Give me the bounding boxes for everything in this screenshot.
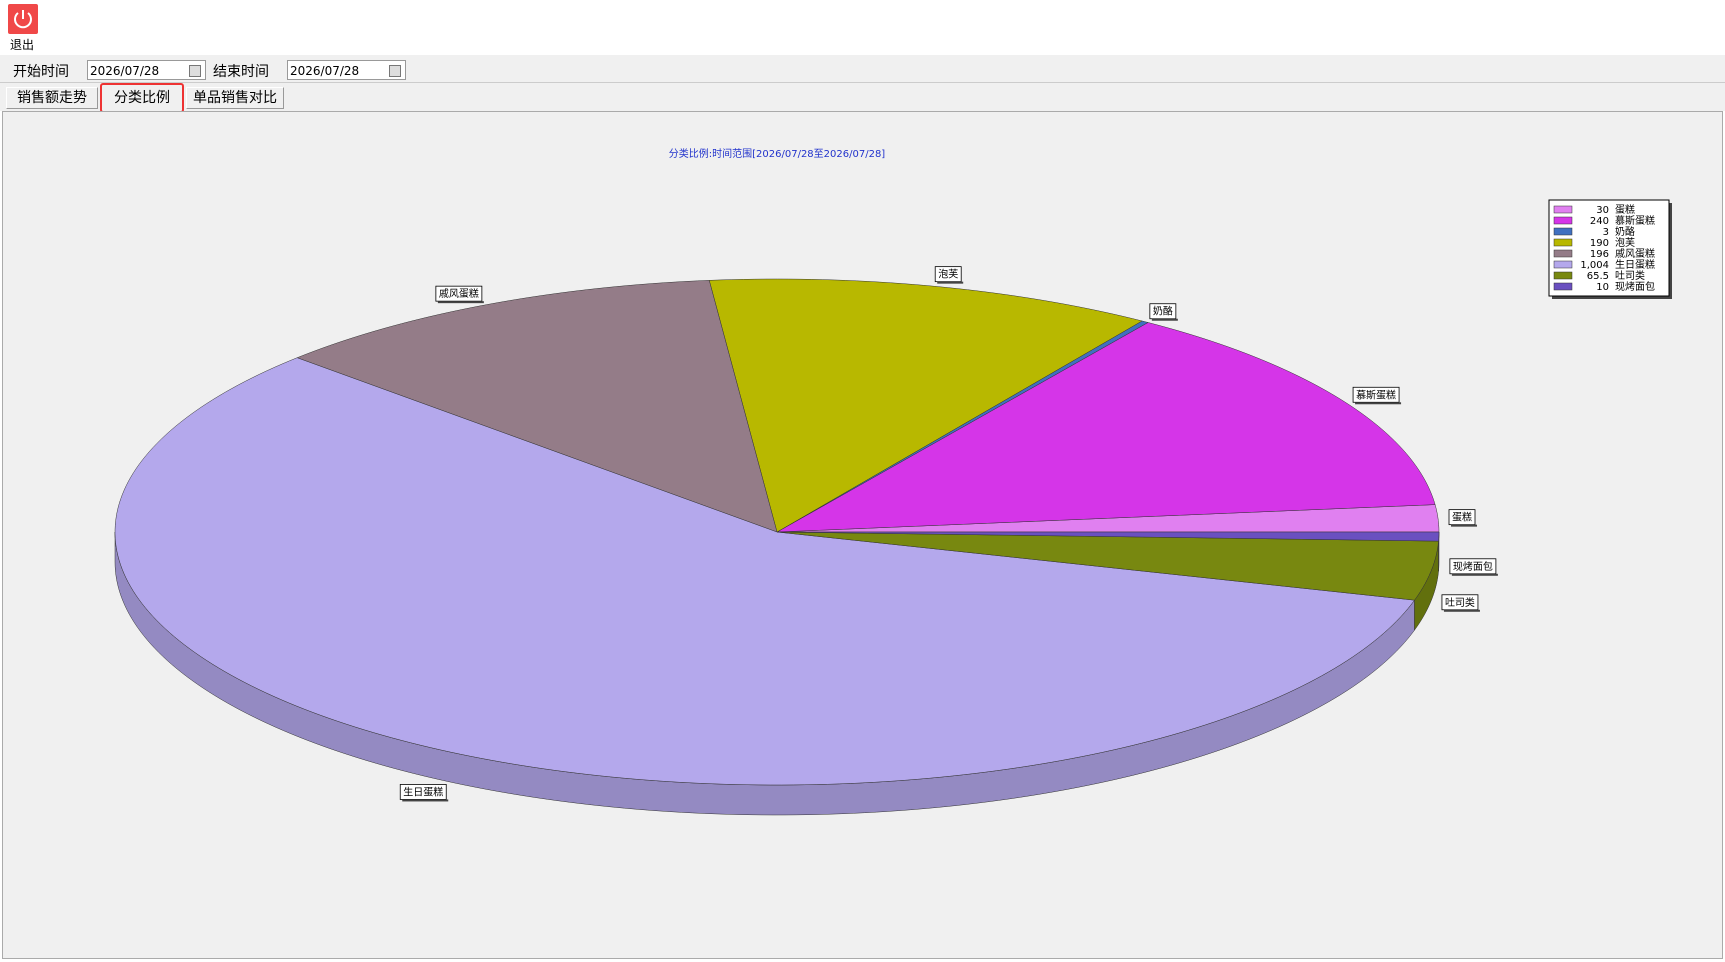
label-text: 戚风蛋糕 — [439, 287, 479, 300]
chart-panel: 分类比例:时间范围[2026/07/28至2026/07/28] 蛋糕慕斯蛋糕奶… — [2, 111, 1723, 959]
label-text: 慕斯蛋糕 — [1356, 388, 1396, 401]
end-label: 结束时间 — [213, 61, 269, 81]
legend-swatch — [1554, 272, 1572, 279]
label-text: 奶酪 — [1153, 305, 1173, 318]
legend-swatch — [1554, 239, 1572, 246]
start-value: 2026/07/28 — [90, 64, 159, 78]
legend-value: 1,004 — [1580, 260, 1609, 271]
slice-label: 吐司类 — [1442, 595, 1480, 612]
legend-value: 190 — [1590, 238, 1609, 249]
tab[interactable]: 单品销售对比 — [186, 87, 284, 109]
slice-label: 泡芙 — [935, 267, 963, 284]
power-icon — [8, 4, 38, 34]
legend-name: 生日蛋糕 — [1615, 258, 1655, 271]
legend-value: 196 — [1590, 249, 1609, 260]
legend-value: 65.5 — [1587, 271, 1609, 282]
exit-label: 退出 — [10, 36, 34, 53]
legend-value: 10 — [1596, 282, 1609, 293]
start-date[interactable]: 2026/07/28 — [87, 60, 206, 80]
legend-swatch — [1554, 206, 1572, 213]
label-shadow — [937, 282, 963, 284]
legend-value: 3 — [1603, 227, 1609, 238]
slice-label: 蛋糕 — [1449, 510, 1477, 527]
label-text: 蛋糕 — [1452, 511, 1472, 524]
chart-title: 分类比例:时间范围[2026/07/28至2026/07/28] — [669, 147, 886, 160]
label-text: 生日蛋糕 — [403, 785, 443, 798]
label-text: 吐司类 — [1445, 596, 1475, 609]
exit-button[interactable] — [8, 4, 38, 34]
start-label: 开始时间 — [13, 61, 69, 81]
tab-active[interactable]: 分类比例 — [100, 83, 184, 113]
label-shadow — [438, 301, 484, 303]
label-shadow — [1355, 402, 1401, 404]
legend-value: 30 — [1596, 205, 1609, 216]
slice-label: 生日蛋糕 — [400, 784, 448, 801]
end-value: 2026/07/28 — [290, 64, 359, 78]
label-text: 泡芙 — [938, 268, 958, 281]
slice-label: 戚风蛋糕 — [436, 286, 484, 303]
legend-swatch — [1554, 250, 1572, 257]
slice-label: 现烤面包 — [1450, 559, 1498, 576]
label-shadow — [1452, 574, 1498, 576]
legend-swatch — [1554, 283, 1572, 290]
legend-swatch — [1554, 217, 1572, 224]
tab[interactable]: 销售额走势 — [6, 87, 98, 109]
legend-swatch — [1554, 228, 1572, 235]
label-shadow — [1444, 610, 1480, 612]
legend-name: 现烤面包 — [1615, 280, 1655, 293]
label-shadow — [402, 799, 448, 801]
label-shadow — [1451, 525, 1477, 527]
end-date[interactable]: 2026/07/28 — [287, 60, 406, 80]
legend-name: 泡芙 — [1615, 236, 1635, 249]
legend-name: 奶酪 — [1615, 225, 1635, 238]
slice-label: 奶酪 — [1150, 304, 1178, 321]
chart: 分类比例:时间范围[2026/07/28至2026/07/28] 蛋糕慕斯蛋糕奶… — [3, 112, 1722, 958]
legend-name: 慕斯蛋糕 — [1615, 214, 1655, 227]
legend-name: 戚风蛋糕 — [1615, 247, 1655, 260]
slice-label: 慕斯蛋糕 — [1353, 387, 1401, 404]
legend-value: 240 — [1590, 216, 1609, 227]
label-text: 现烤面包 — [1453, 560, 1493, 573]
legend-swatch — [1554, 261, 1572, 268]
legend-name: 吐司类 — [1615, 269, 1645, 282]
label-shadow — [1152, 319, 1178, 321]
legend-name: 蛋糕 — [1615, 203, 1635, 216]
